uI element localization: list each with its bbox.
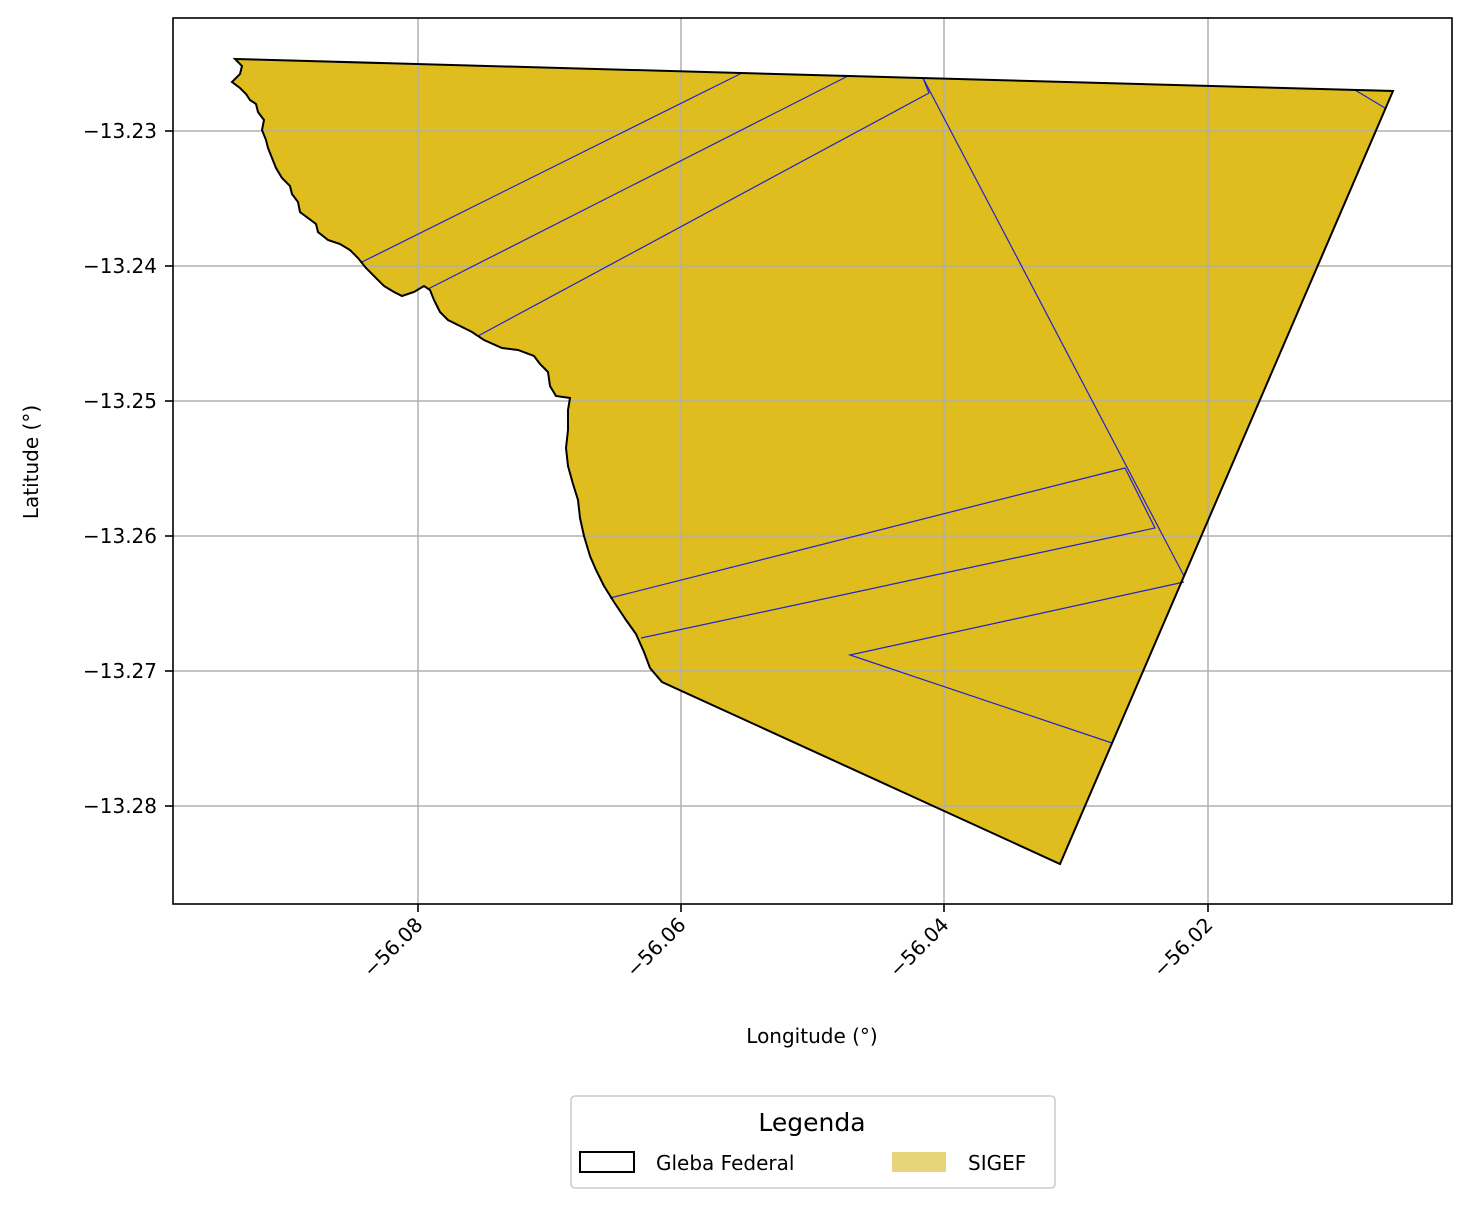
y-tick-label: −13.26 <box>83 524 157 548</box>
x-axis-title: Longitude (°) <box>746 1024 877 1048</box>
x-tick-label: −56.02 <box>1148 913 1217 982</box>
legend-swatch-gleba-federal <box>579 1151 635 1173</box>
gleba-federal-outline <box>230 57 1395 866</box>
parcel-line-1 <box>361 72 743 263</box>
sigef-parcel-lines <box>361 72 1386 744</box>
y-tick-label: −13.23 <box>83 119 157 143</box>
legend-label-gleba-federal: Gleba Federal <box>656 1151 794 1175</box>
parcel-line-4 <box>922 77 1185 577</box>
sigef-area <box>232 59 1393 864</box>
parcel-line-6 <box>609 467 1156 639</box>
parcel-line-7 <box>847 581 1185 744</box>
x-tick-label: −56.04 <box>884 913 953 982</box>
grid-lines <box>173 18 1452 904</box>
legend: Legenda Gleba Federal SIGEF <box>570 1095 1056 1189</box>
y-tick-labels: −13.23 −13.24 −13.25 −13.26 −13.27 −13.2… <box>83 119 157 818</box>
y-axis <box>165 130 173 807</box>
y-tick-label: −13.24 <box>83 254 157 278</box>
x-tick-label: −56.08 <box>358 913 427 982</box>
y-tick-label: −13.28 <box>83 794 157 818</box>
x-axis <box>417 904 1209 912</box>
y-axis-title: Latitude (°) <box>19 405 43 519</box>
parcel-line-2 <box>427 75 849 290</box>
y-tick-label: −13.25 <box>83 389 157 413</box>
parcel-line-5 <box>1354 89 1386 109</box>
legend-swatch-sigef <box>892 1152 946 1172</box>
x-tick-labels: −56.08 −56.06 −56.04 −56.02 <box>358 913 1217 982</box>
legend-title: Legenda <box>758 1108 865 1137</box>
axes-frame <box>172 17 1453 905</box>
legend-label-sigef: SIGEF <box>968 1151 1026 1175</box>
x-tick-label: −56.06 <box>621 913 690 982</box>
y-tick-label: −13.27 <box>83 659 157 683</box>
